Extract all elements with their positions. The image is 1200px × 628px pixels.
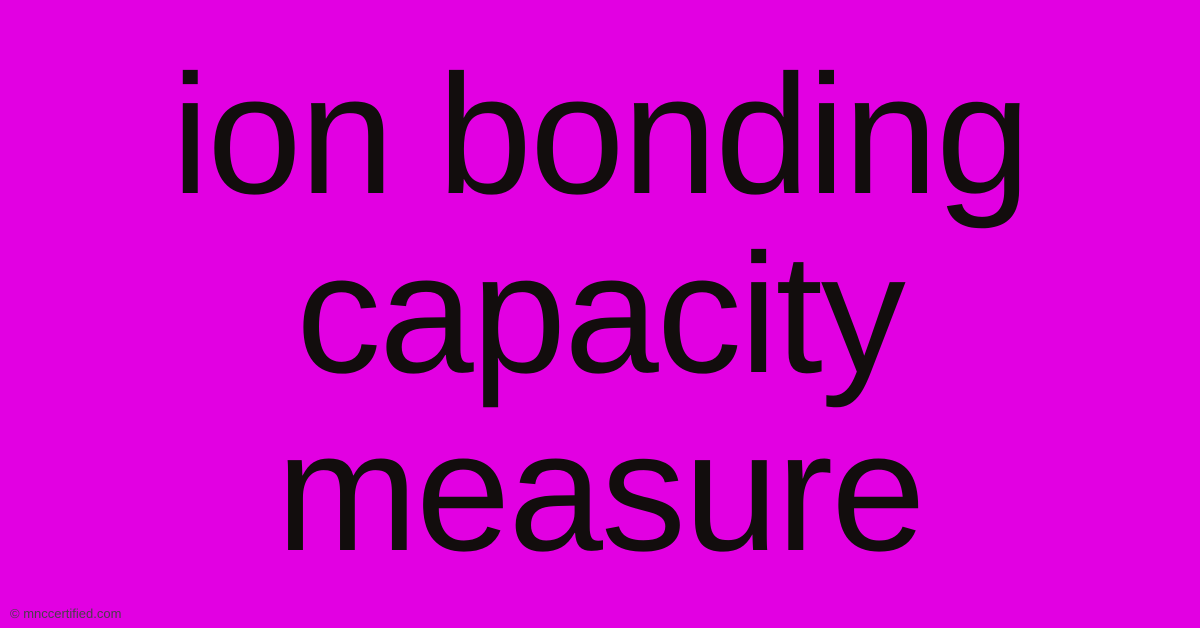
attribution-text: © mnccertified.com	[10, 607, 121, 620]
headline-line-1: ion bonding	[171, 46, 1028, 225]
headline-line-3: measure	[171, 403, 1028, 582]
main-headline: ion bonding capacity measure	[171, 46, 1028, 582]
headline-line-2: capacity	[171, 225, 1028, 404]
image-canvas: ion bonding capacity measure © mnccertif…	[0, 0, 1200, 628]
